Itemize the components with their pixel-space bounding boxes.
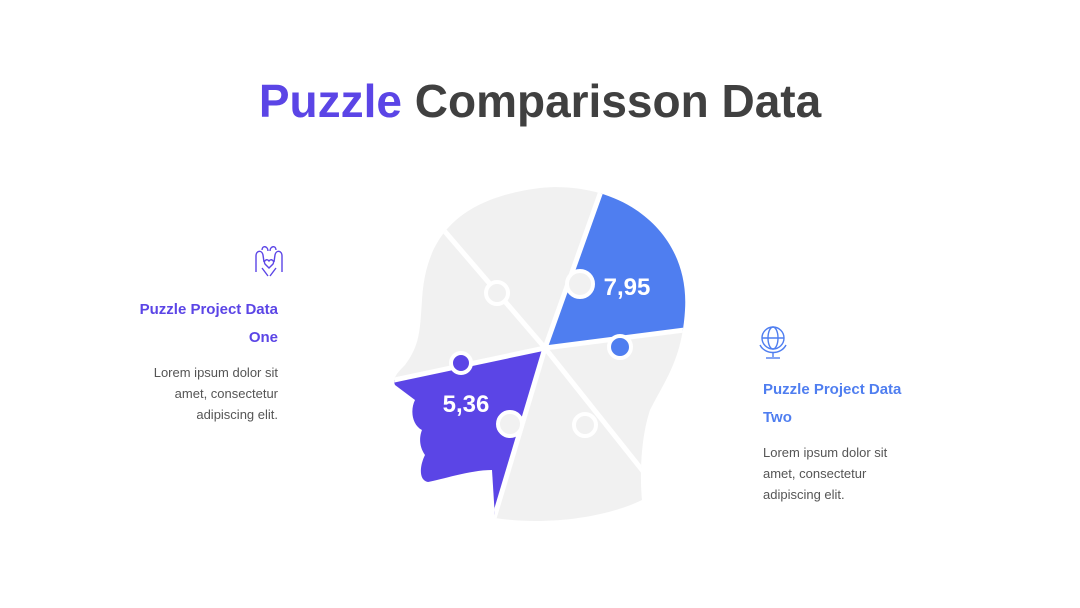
- globe-icon: [759, 326, 787, 359]
- block-heading: Puzzle Project Data One: [139, 301, 278, 346]
- title-highlight: Puzzle: [258, 75, 402, 127]
- knob: [484, 280, 510, 306]
- title: Puzzle Comparisson Data: [0, 74, 1080, 128]
- knob: [449, 351, 473, 375]
- text-block: Puzzle Project Data One Lorem ipsum dolo…: [128, 296, 278, 425]
- block-body: Lorem ipsum dolor sit amet, consectetur …: [153, 365, 278, 422]
- knob: [565, 269, 595, 299]
- block-body: Lorem ipsum dolor sit amet, consectetur …: [763, 445, 888, 502]
- head: [394, 187, 686, 521]
- knob: [607, 334, 633, 360]
- text-block: Puzzle Project Data Two Lorem ipsum dolo…: [763, 376, 913, 505]
- blue-piece: [545, 187, 686, 348]
- hands-icon: [255, 246, 283, 277]
- block-heading: Puzzle Project Data Two: [763, 381, 902, 426]
- value-label: 5,36: [443, 391, 490, 418]
- value-label: 7,95: [604, 274, 651, 301]
- title-rest: Comparisson Data: [414, 75, 822, 127]
- knob: [572, 412, 598, 438]
- knob: [496, 410, 524, 438]
